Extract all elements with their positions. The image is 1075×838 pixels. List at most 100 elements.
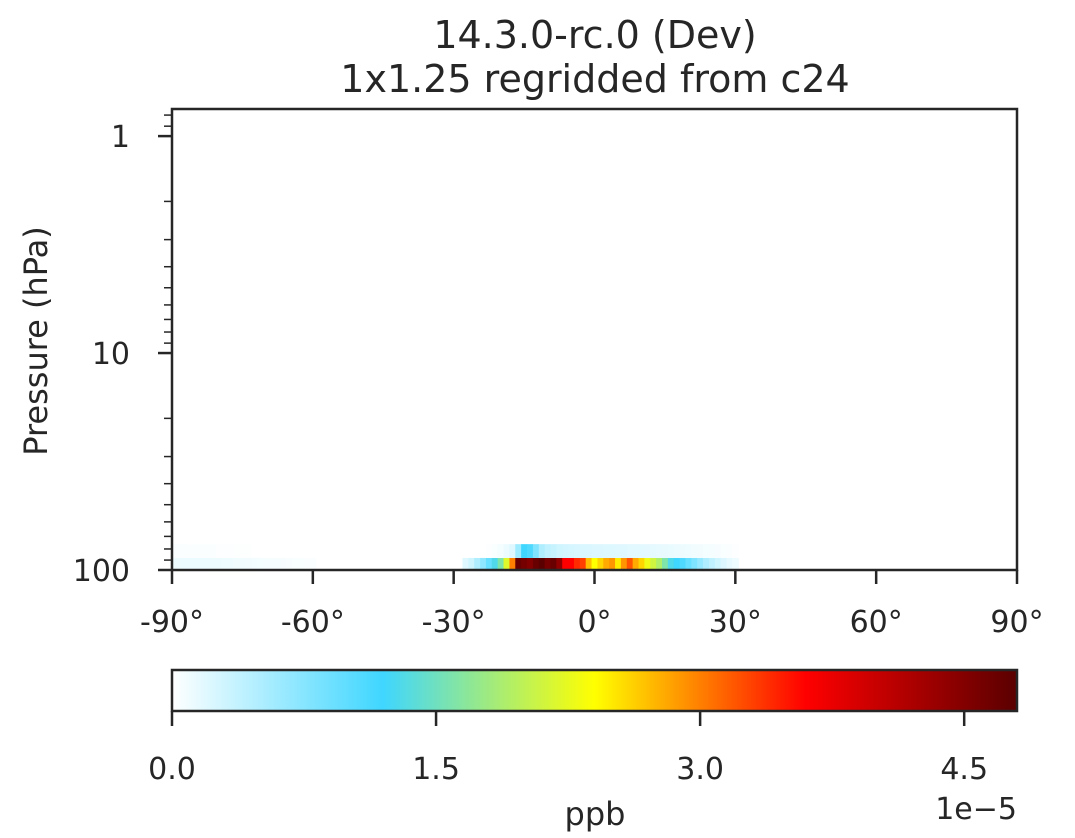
plot-frame (170, 107, 1019, 572)
heatmap-cell (685, 544, 692, 558)
heatmap-cell (556, 557, 563, 570)
heatmap-cell (708, 557, 716, 570)
heatmap-cell (644, 544, 651, 558)
heatmap-cell (720, 557, 728, 570)
heatmap-cell (603, 544, 610, 558)
heatmap-cell (703, 544, 710, 558)
heatmap-cell (227, 557, 235, 570)
x-tick-label: 90° (990, 605, 1043, 640)
heatmap-cell (532, 544, 540, 558)
colorbar-label: ppb (565, 795, 626, 833)
heatmap-cell (679, 557, 687, 570)
heatmap-cell (538, 557, 546, 570)
x-axis-ticks: -90° -60° -30° 0° 30° 60° 90° (140, 570, 1044, 640)
heatmap-cell (573, 544, 581, 558)
heatmap-cell (286, 557, 293, 570)
heatmap-cell (591, 544, 599, 558)
heatmap-cell (638, 557, 645, 570)
y-axis-label: Pressure (hPa) (17, 226, 55, 456)
heatmap-cell (615, 544, 622, 558)
heatmap-cell (585, 557, 593, 570)
heatmap-cell (292, 557, 299, 570)
heatmap-cell (732, 557, 739, 570)
heatmap-cell (650, 544, 657, 558)
heatmap-cell (673, 544, 681, 558)
heatmap-cell (174, 557, 182, 570)
heatmap-cell (656, 544, 663, 558)
heatmap-cell (521, 557, 528, 570)
heatmap-cell (732, 544, 739, 558)
heatmap-cell (503, 557, 511, 570)
heatmap-cell (568, 544, 575, 558)
heatmap-cell (497, 557, 505, 570)
heatmap-cell (262, 557, 270, 570)
heatmap-cell (579, 557, 587, 570)
heatmap-cell (568, 557, 575, 570)
heatmap-cell (192, 557, 200, 570)
heatmap-cell (186, 544, 194, 558)
heatmap-cell (186, 557, 194, 570)
heatmap-cell (661, 557, 669, 570)
heatmap-cell (198, 557, 205, 570)
heatmap-cell (603, 557, 610, 570)
y-axis-ticks: 1 10 100 (73, 114, 172, 589)
heatmap-cell (667, 557, 675, 570)
x-tick-label: -90° (140, 605, 204, 640)
heatmap-cell (485, 544, 493, 558)
heatmap-cell (233, 544, 241, 558)
heatmap-cell (556, 544, 563, 558)
heatmap-cell (544, 557, 552, 570)
heatmap-cell (216, 557, 223, 570)
colorbar-offset-text: 1e−5 (935, 792, 1017, 827)
chart-subtitle: 1x1.25 regridded from c24 (340, 57, 849, 101)
colorbar-tick-label: 1.5 (412, 752, 460, 787)
heatmap-cell (579, 544, 587, 558)
heatmap-cell (620, 544, 628, 558)
heatmap-cell (485, 557, 493, 570)
heatmap-cell (468, 557, 475, 570)
heatmap-cell (597, 544, 604, 558)
heatmap-cell (620, 557, 628, 570)
heatmap-cell (591, 557, 599, 570)
heatmap-cell (268, 557, 276, 570)
heatmap-cell (726, 544, 733, 558)
heatmap-cell (691, 557, 698, 570)
heatmap-cell (697, 544, 704, 558)
colorbar-gradient (170, 668, 1019, 713)
colorbar-ticks: 0.0 1.5 3.0 4.5 (148, 711, 988, 787)
x-tick-label: 30° (709, 605, 762, 640)
heatmap-cell (210, 557, 217, 570)
heatmap-cell (550, 557, 557, 570)
heatmap-cell (304, 557, 311, 570)
y-tick-label: 10 (92, 337, 130, 372)
heatmap-cell (497, 544, 505, 558)
x-tick-label: 0° (577, 605, 611, 640)
heatmap-cell (667, 544, 675, 558)
colorbar-tick-label: 4.5 (940, 752, 988, 787)
heatmap-cell (251, 557, 258, 570)
heatmap-cell (626, 544, 634, 558)
heatmap-cell (585, 544, 593, 558)
plot-area (170, 107, 1019, 572)
x-tick-label: -60° (281, 605, 345, 640)
heatmap-cell (515, 557, 522, 570)
heatmap-cell (509, 557, 516, 570)
heatmap-cell (239, 557, 246, 570)
heatmap-cell (685, 557, 692, 570)
heatmap-cell (491, 557, 499, 570)
heatmap-cell (521, 544, 528, 558)
heatmap-cell (245, 557, 252, 570)
heatmap-cell (527, 544, 534, 558)
heatmap-cell (550, 544, 557, 558)
heatmap-cell (462, 557, 469, 570)
heatmap-cell (274, 557, 282, 570)
heatmap-cell (609, 557, 616, 570)
heatmap-cell (644, 557, 651, 570)
heatmap-cell (597, 557, 604, 570)
heatmap-cell (180, 557, 188, 570)
heatmap-cell (527, 557, 534, 570)
heatmap-cell (720, 544, 728, 558)
heatmap-cell (562, 557, 569, 570)
heatmap-cell (198, 544, 205, 558)
